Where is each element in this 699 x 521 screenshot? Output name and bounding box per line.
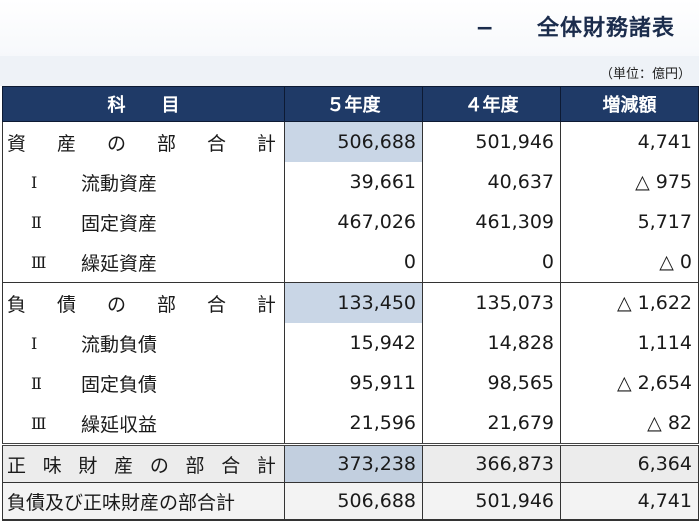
value-fy5: 133,450 [284, 282, 423, 323]
row-label: Ⅰ 流動負債 [2, 323, 285, 363]
row-label: Ⅰ 流動資産 [2, 162, 285, 202]
value-fy5: 373,238 [284, 443, 423, 483]
row-fixed-liabilities: Ⅱ 固定負債 95,911 98,565 △ 2,654 [2, 363, 699, 403]
value-fy5: 21,596 [284, 403, 423, 445]
label-char: 味 [42, 454, 62, 477]
title-band [0, 0, 699, 58]
value-diff: △ 1,622 [560, 282, 699, 323]
row-label: Ⅲ 繰延資産 [2, 242, 285, 283]
value-fy5: 467,026 [284, 202, 423, 242]
label-char: 産 [56, 132, 76, 155]
value-diff: △ 2,654 [560, 363, 699, 403]
value-fy5: 39,661 [284, 162, 423, 202]
value-fy4: 98,565 [422, 363, 561, 403]
value-fy4: 366,873 [422, 443, 561, 483]
row-current-liabilities: Ⅰ 流動負債 15,942 14,828 1,114 [2, 323, 699, 363]
label-char: 部 [185, 454, 205, 477]
roman-numeral: Ⅰ [31, 333, 38, 353]
row-net-assets-total: 正 味 財 産 の 部 合 計 373,238 366,873 6,364 [2, 443, 699, 483]
value-diff: △ 82 [560, 403, 699, 445]
roman-numeral: Ⅰ [31, 172, 38, 192]
header-fy4: ４年度 [422, 86, 561, 122]
value-fy5: 0 [284, 242, 423, 283]
value-fy4: 135,073 [422, 282, 561, 323]
label-char: 合 [206, 293, 226, 316]
label-char: 負 [7, 293, 27, 316]
header-row: 科 目 ５年度 ４年度 増減額 [2, 86, 699, 122]
label-char: 財 [78, 454, 98, 477]
page-title: − 全体財務諸表 [476, 10, 675, 42]
value-fy5: 15,942 [284, 323, 423, 363]
value-fy5: 95,911 [284, 363, 423, 403]
row-deferred-assets: Ⅲ 繰延資産 0 0 △ 0 [2, 242, 699, 283]
label-char: 正 [7, 454, 27, 477]
label-char: 部 [156, 293, 176, 316]
label-text: 固定資産 [81, 212, 158, 235]
row-label: 負 債 の 部 合 計 [2, 282, 285, 323]
row-assets-total: 資 産 の 部 合 計 506,688 501,946 4,741 [2, 121, 699, 162]
value-fy5: 506,688 [284, 482, 423, 521]
unit-band [0, 56, 699, 86]
row-grand-total: 負債及び正味財産の部合計 506,688 501,946 4,741 [2, 482, 699, 521]
row-liabilities-total: 負 債 の 部 合 計 133,450 135,073 △ 1,622 [2, 282, 699, 323]
roman-numeral: Ⅲ [31, 413, 47, 433]
value-diff: 4,741 [560, 121, 699, 162]
financial-table: 科 目 ５年度 ４年度 増減額 資 産 の 部 合 計 506,688 501,… [2, 86, 699, 521]
roman-numeral: Ⅲ [31, 252, 47, 272]
value-diff: △ 975 [560, 162, 699, 202]
value-fy4: 0 [422, 242, 561, 283]
row-fixed-assets: Ⅱ 固定資産 467,026 461,309 5,717 [2, 202, 699, 242]
value-diff: 6,364 [560, 443, 699, 483]
value-fy4: 21,679 [422, 403, 561, 445]
value-fy5: 506,688 [284, 121, 423, 162]
roman-numeral: Ⅱ [31, 373, 42, 393]
label-text: 繰延資産 [81, 252, 158, 275]
value-fy4: 501,946 [422, 482, 561, 521]
value-diff: △ 0 [560, 242, 699, 283]
value-fy4: 14,828 [422, 323, 561, 363]
label-char: 合 [206, 132, 226, 155]
value-fy4: 40,637 [422, 162, 561, 202]
label-char: の [149, 454, 169, 477]
unit-note: （単位：億円） [599, 67, 691, 82]
row-label: 負債及び正味財産の部合計 [2, 482, 285, 521]
label-char: 計 [256, 454, 276, 477]
row-label: Ⅲ 繰延収益 [2, 403, 285, 445]
label-char: 産 [114, 454, 134, 477]
header-diff: 増減額 [560, 86, 699, 122]
row-label: Ⅱ 固定負債 [2, 363, 285, 403]
value-diff: 5,717 [560, 202, 699, 242]
header-item: 科 目 [2, 86, 285, 122]
label-char: 計 [256, 293, 276, 316]
label-text: 流動負債 [81, 333, 158, 356]
row-deferred-revenue: Ⅲ 繰延収益 21,596 21,679 △ 82 [2, 403, 699, 445]
header-fy5: ５年度 [284, 86, 423, 122]
row-current-assets: Ⅰ 流動資産 39,661 40,637 △ 975 [2, 162, 699, 202]
value-diff: 4,741 [560, 482, 699, 521]
row-label: Ⅱ 固定資産 [2, 202, 285, 242]
label-text: 流動資産 [81, 172, 158, 195]
label-char: 債 [56, 293, 76, 316]
value-fy4: 501,946 [422, 121, 561, 162]
value-fy4: 461,309 [422, 202, 561, 242]
row-label: 資 産 の 部 合 計 [2, 121, 285, 162]
title-text: 全体財務諸表 [536, 16, 675, 41]
roman-numeral: Ⅱ [31, 212, 42, 232]
title-dash: − [475, 16, 495, 41]
label-char: 資 [7, 132, 27, 155]
label-char: 合 [221, 454, 241, 477]
label-char: の [106, 293, 126, 316]
label-char: 計 [256, 132, 276, 155]
label-char: 部 [156, 132, 176, 155]
label-char: の [106, 132, 126, 155]
label-text: 固定負債 [81, 373, 158, 396]
value-diff: 1,114 [560, 323, 699, 363]
row-label: 正 味 財 産 の 部 合 計 [2, 443, 285, 483]
label-text: 繰延収益 [81, 413, 158, 436]
